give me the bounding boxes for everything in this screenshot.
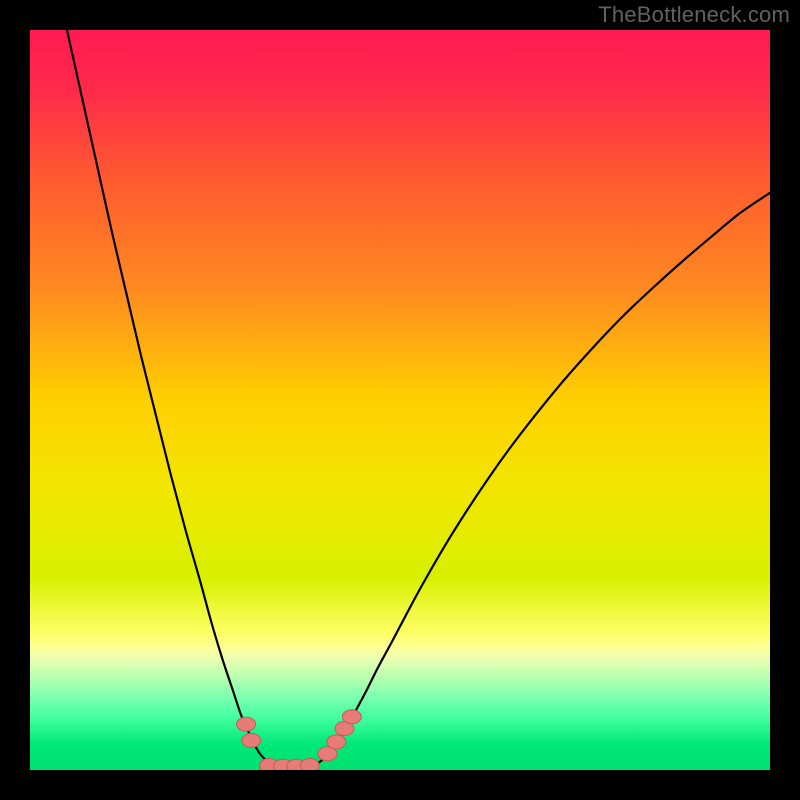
bottleneck-chart [0, 0, 800, 800]
curve-marker [242, 733, 261, 747]
curve-marker [237, 717, 256, 731]
stage: TheBottleneck.com [0, 0, 800, 800]
plot-background [30, 30, 770, 770]
curve-marker [342, 710, 361, 724]
watermark-text: TheBottleneck.com [598, 2, 790, 28]
curve-marker [327, 735, 346, 749]
